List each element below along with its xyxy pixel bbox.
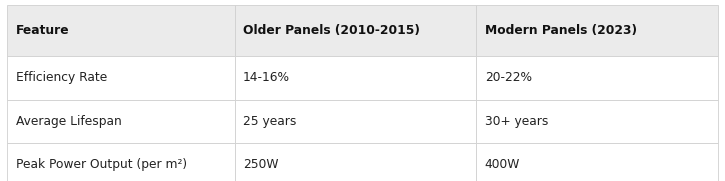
- Text: 25 years: 25 years: [243, 115, 297, 128]
- Text: 250W: 250W: [243, 158, 278, 171]
- Text: 400W: 400W: [485, 158, 520, 171]
- Text: Modern Panels (2023): Modern Panels (2023): [485, 24, 637, 37]
- Text: Peak Power Output (per m²): Peak Power Output (per m²): [16, 158, 187, 171]
- Bar: [235, 5, 476, 56]
- Bar: [235, 100, 476, 143]
- Text: Efficiency Rate: Efficiency Rate: [16, 71, 107, 84]
- Text: 14-16%: 14-16%: [243, 71, 290, 84]
- Text: Average Lifespan: Average Lifespan: [16, 115, 122, 128]
- Bar: [7, 100, 235, 143]
- Bar: [235, 56, 476, 100]
- Bar: [476, 56, 718, 100]
- Bar: [476, 100, 718, 143]
- Text: Older Panels (2010-2015): Older Panels (2010-2015): [243, 24, 420, 37]
- Text: 20-22%: 20-22%: [485, 71, 531, 84]
- Text: 30+ years: 30+ years: [485, 115, 548, 128]
- Bar: [235, 143, 476, 181]
- Bar: [476, 143, 718, 181]
- Bar: [7, 5, 235, 56]
- Bar: [476, 5, 718, 56]
- Bar: [7, 56, 235, 100]
- Bar: [7, 143, 235, 181]
- Text: Feature: Feature: [16, 24, 70, 37]
